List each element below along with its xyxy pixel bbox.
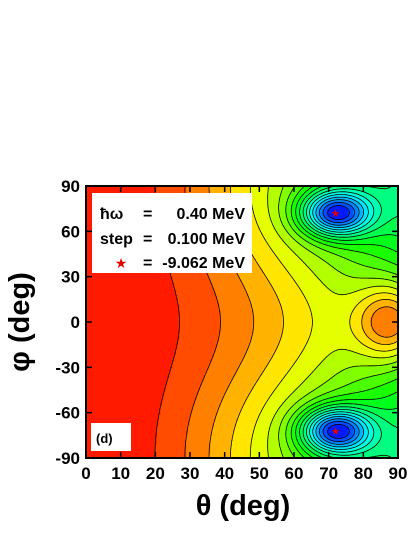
contour-line (309, 191, 375, 453)
contour-lines (154, 186, 398, 458)
legend-row3-sep: = (143, 255, 152, 272)
legend-star-marker: ★ (115, 255, 128, 271)
x-tick-label: 20 (146, 464, 165, 483)
contour-line (312, 194, 369, 450)
x-tick-label: 70 (319, 464, 338, 483)
x-tick-label: 30 (181, 464, 200, 483)
x-tick-label: 40 (215, 464, 234, 483)
x-tick-label: 90 (389, 464, 408, 483)
contour-line (318, 199, 360, 445)
x-tick-label: 50 (250, 464, 269, 483)
y-tick-label: 30 (61, 268, 80, 287)
x-tick-label: 60 (285, 464, 304, 483)
legend-box: ħω = 0.40 MeV step = 0.100 MeV ★ = -9.06… (92, 193, 252, 273)
y-tick-label: 90 (61, 177, 80, 196)
y-axis-title: φ (deg) (4, 272, 36, 372)
legend-background (92, 193, 252, 273)
contour-line (327, 205, 350, 439)
legend-row2-value: 0.100 MeV (168, 231, 246, 248)
y-tick-label: 0 (71, 313, 80, 332)
legend-row1-value: 0.40 MeV (177, 206, 246, 223)
contour-line (322, 201, 355, 443)
axis-ticks (85, 185, 399, 459)
x-tick-label: 10 (111, 464, 130, 483)
panel-label: (d) (96, 431, 113, 446)
y-tick-label: 60 (61, 222, 80, 241)
legend-row2-sep: = (143, 231, 152, 248)
x-tick-label: 0 (81, 464, 90, 483)
panel-label-box: (d) (91, 423, 131, 451)
y-tick-label: -90 (55, 449, 80, 468)
x-tick-label: 80 (354, 464, 373, 483)
x-axis-title: θ (deg) (196, 490, 291, 522)
legend-row1-key: ħω (100, 206, 123, 223)
legend-row1-sep: = (143, 206, 152, 223)
minima-markers: ★★ (331, 208, 341, 438)
minimum-star-marker: ★ (331, 426, 341, 438)
y-tick-label: -60 (55, 404, 80, 423)
legend-row2-key: step (100, 231, 133, 248)
contour-line (315, 196, 364, 448)
panel-label-background (91, 423, 131, 451)
tick-labels: 0 10 20 30 40 50 60 70 80 90 90 60 30 0 -30 -60 -90 (55, 177, 407, 483)
contour-line (306, 188, 382, 456)
y-tick-label: -30 (55, 358, 80, 377)
legend-row3-value: -9.062 MeV (162, 255, 245, 272)
minimum-star-marker: ★ (331, 208, 341, 220)
